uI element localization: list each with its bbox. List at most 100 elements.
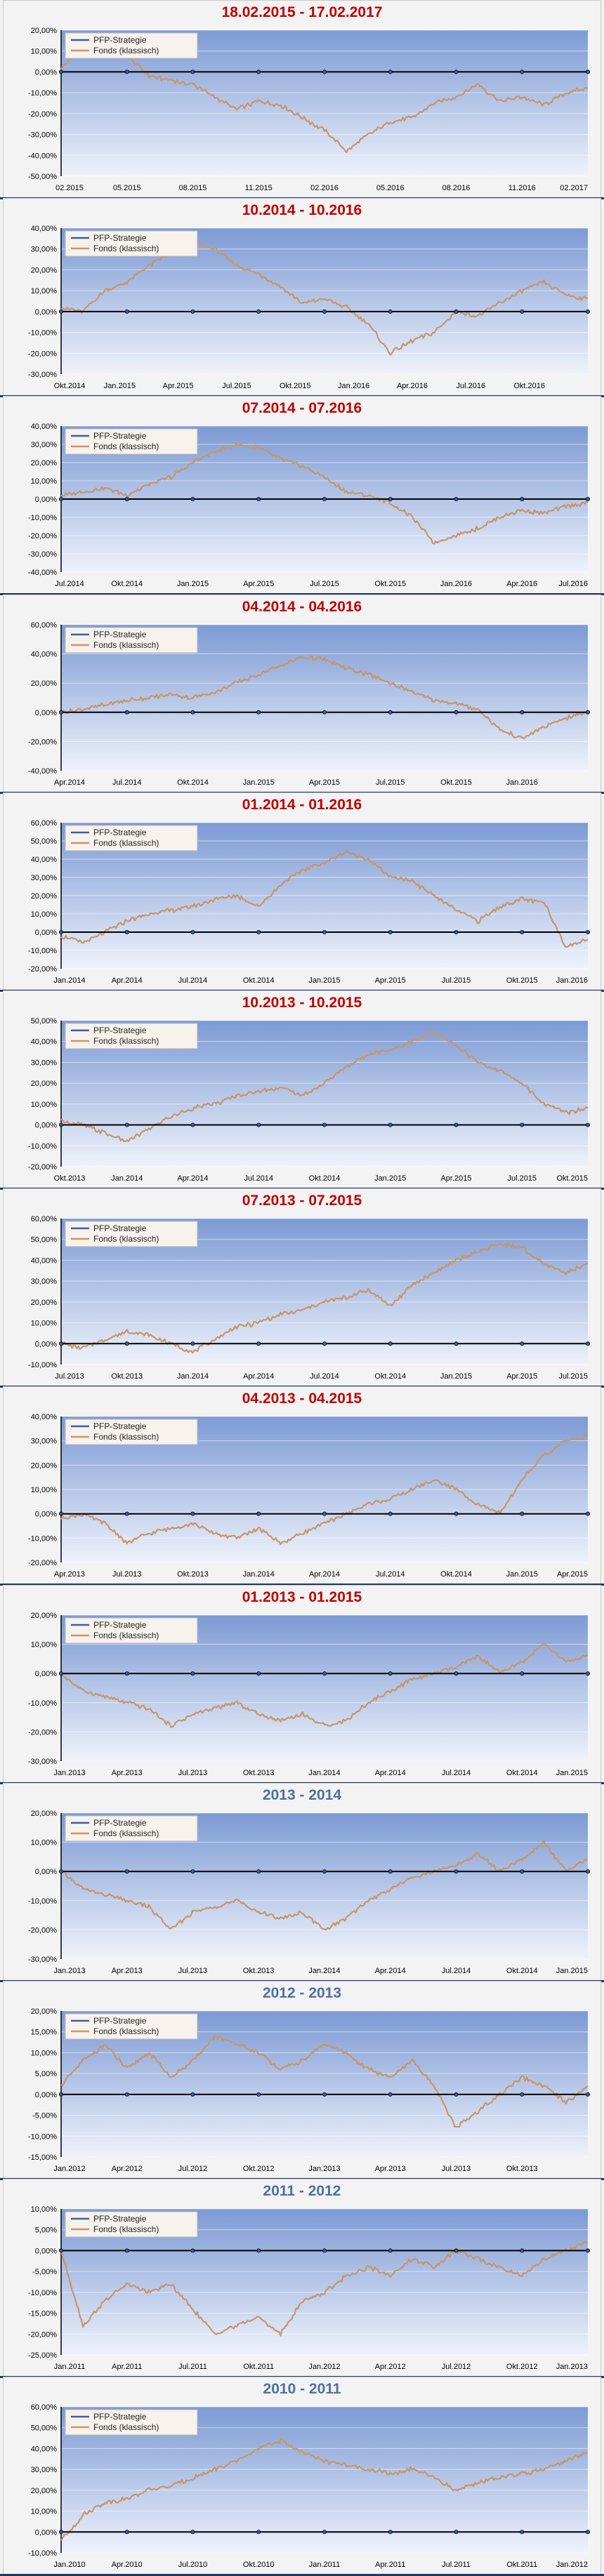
chart-panel: 2010 - 2011 60,00% 50,00% 40,00% 30,00% 20,00… xyxy=(3,2377,601,2575)
legend-label: PFP-Strategie xyxy=(93,828,147,837)
series-marker-pfp-strategie xyxy=(388,1671,393,1676)
x-tick-label: Apr.2015 xyxy=(506,1372,537,1381)
chart-title: 2013 - 2014 xyxy=(262,1787,342,1803)
legend-label: Fonds (klassisch) xyxy=(93,1432,159,1442)
y-tick-label: 20,00% xyxy=(31,2007,58,2016)
legend-label: PFP-Strategie xyxy=(93,2214,147,2224)
series-marker-pfp-strategie xyxy=(256,496,261,501)
series-line-fonds-klassisch xyxy=(60,2240,589,2337)
x-tick-label: Apr.2010 xyxy=(112,2561,143,2569)
series-marker-pfp-strategie xyxy=(520,2530,525,2535)
y-tick-label: 50,00% xyxy=(31,837,58,846)
series-marker-pfp-strategie xyxy=(256,1869,261,1874)
x-tick-label: Apr.2011 xyxy=(375,2561,405,2569)
x-tick-label: Jan.2013 xyxy=(308,2165,340,2173)
y-tick-label: 10,00% xyxy=(31,1641,58,1649)
x-tick-label: Jul.2013 xyxy=(178,1769,208,1777)
y-tick-label: -30,00% xyxy=(28,550,57,559)
y-tick-label: -15,00% xyxy=(28,2153,57,2162)
legend-label: PFP-Strategie xyxy=(93,431,147,441)
x-tick-label: Okt.2011 xyxy=(506,2561,537,2569)
chart-title: 2011 - 2012 xyxy=(263,2183,341,2199)
series-marker-pfp-strategie xyxy=(59,1341,64,1346)
y-tick-label: 0,00% xyxy=(35,2247,57,2255)
y-tick-label: -10,00% xyxy=(28,1534,57,1543)
series-marker-pfp-strategie xyxy=(388,496,393,501)
y-tick-label: 0,00% xyxy=(35,2091,57,2099)
series-marker-pfp-strategie xyxy=(586,1671,591,1676)
line-chart: 20,00% 15,00% 10,00% 5,00% 0,00% -5,00% -10,00… xyxy=(28,2007,591,2173)
x-tick-label: Jul.2010 xyxy=(178,2561,208,2569)
legend-label: Fonds (klassisch) xyxy=(93,1234,159,1244)
y-tick-label: 20,00% xyxy=(31,1299,58,1307)
series-marker-pfp-strategie xyxy=(586,1511,591,1516)
y-tick-label: 20,00% xyxy=(31,2487,58,2495)
x-tick-label: Okt.2013 xyxy=(243,1769,275,1777)
x-tick-label: Okt.2013 xyxy=(111,1372,143,1381)
series-marker-pfp-strategie xyxy=(59,309,64,314)
series-marker-pfp-strategie xyxy=(124,2092,129,2097)
x-tick-label: 05.2016 xyxy=(376,184,405,192)
y-tick-label: 40,00% xyxy=(31,1413,58,1421)
x-tick-label: Okt.2015 xyxy=(374,580,406,588)
panel-separator xyxy=(0,1584,604,1586)
series-marker-pfp-strategie xyxy=(59,1869,64,1874)
chart-panel: 18.02.2015 - 17.02.2017 20,00% 10,00% 0,00%… xyxy=(3,0,601,198)
legend-label: Fonds (klassisch) xyxy=(93,1631,159,1640)
x-tick-label: Jul.2015 xyxy=(376,778,405,787)
series-line-fonds-klassisch xyxy=(60,2034,589,2128)
x-tick-label: Jul.2015 xyxy=(310,580,339,588)
series-marker-pfp-strategie xyxy=(256,1341,261,1346)
series-marker-pfp-strategie xyxy=(520,1869,525,1874)
y-tick-label: 10,00% xyxy=(31,1101,58,1109)
x-tick-label: Jan.2014 xyxy=(53,976,85,985)
series-marker-pfp-strategie xyxy=(388,2092,393,2097)
series-marker-pfp-strategie xyxy=(388,1869,393,1874)
y-tick-label: 60,00% xyxy=(31,621,58,630)
series-marker-pfp-strategie xyxy=(454,1122,459,1127)
series-marker-pfp-strategie xyxy=(256,69,261,74)
legend-label: PFP-Strategie xyxy=(93,233,147,243)
y-tick-label: -10,00% xyxy=(28,329,57,338)
y-tick-label: -20,00% xyxy=(28,110,57,119)
y-tick-label: 20,00% xyxy=(31,1612,58,1620)
series-marker-pfp-strategie xyxy=(59,2530,64,2535)
x-tick-label: Jan.2014 xyxy=(308,1769,340,1777)
x-tick-label: Jan.2012 xyxy=(53,2165,85,2173)
y-tick-label: 10,00% xyxy=(31,2049,58,2057)
series-marker-pfp-strategie xyxy=(124,1869,129,1874)
y-tick-label: 60,00% xyxy=(31,819,58,828)
y-tick-label: 10,00% xyxy=(31,2508,58,2516)
series-marker-pfp-strategie xyxy=(322,2248,327,2253)
x-tick-label: Jan.2010 xyxy=(53,2561,85,2569)
series-marker-pfp-strategie xyxy=(454,1511,459,1516)
series-marker-pfp-strategie xyxy=(586,1122,591,1127)
series-marker-pfp-strategie xyxy=(586,710,591,715)
chart-title: 10.2013 - 10.2015 xyxy=(242,995,362,1011)
y-tick-label: 0,00% xyxy=(35,1340,57,1348)
legend-label: PFP-Strategie xyxy=(93,2016,147,2026)
y-tick-label: -10,00% xyxy=(28,1142,57,1150)
legend-label: PFP-Strategie xyxy=(93,1025,147,1035)
legend-label: Fonds (klassisch) xyxy=(93,2224,159,2234)
series-line-fonds-klassisch xyxy=(60,441,589,545)
series-marker-pfp-strategie xyxy=(256,710,261,715)
y-tick-label: 30,00% xyxy=(31,1277,58,1286)
series-marker-pfp-strategie xyxy=(256,1671,261,1676)
series-marker-pfp-strategie xyxy=(190,1671,195,1676)
x-tick-label: Jan.2013 xyxy=(53,1967,85,1975)
y-tick-label: -10,00% xyxy=(28,2132,57,2141)
series-marker-pfp-strategie xyxy=(454,710,459,715)
legend-label: Fonds (klassisch) xyxy=(93,2026,159,2036)
y-tick-label: -15,00% xyxy=(28,2310,57,2318)
series-marker-pfp-strategie xyxy=(454,2092,459,2097)
series-marker-pfp-strategie xyxy=(190,309,195,314)
series-marker-pfp-strategie xyxy=(586,1341,591,1346)
legend-label: PFP-Strategie xyxy=(93,1421,147,1431)
x-tick-label: Okt.2013 xyxy=(506,2165,538,2173)
x-tick-label: Apr.2012 xyxy=(112,2165,143,2173)
y-tick-label: 0,00% xyxy=(35,1122,57,1130)
y-tick-label: 40,00% xyxy=(31,423,58,431)
legend-label: PFP-Strategie xyxy=(93,1620,147,1630)
